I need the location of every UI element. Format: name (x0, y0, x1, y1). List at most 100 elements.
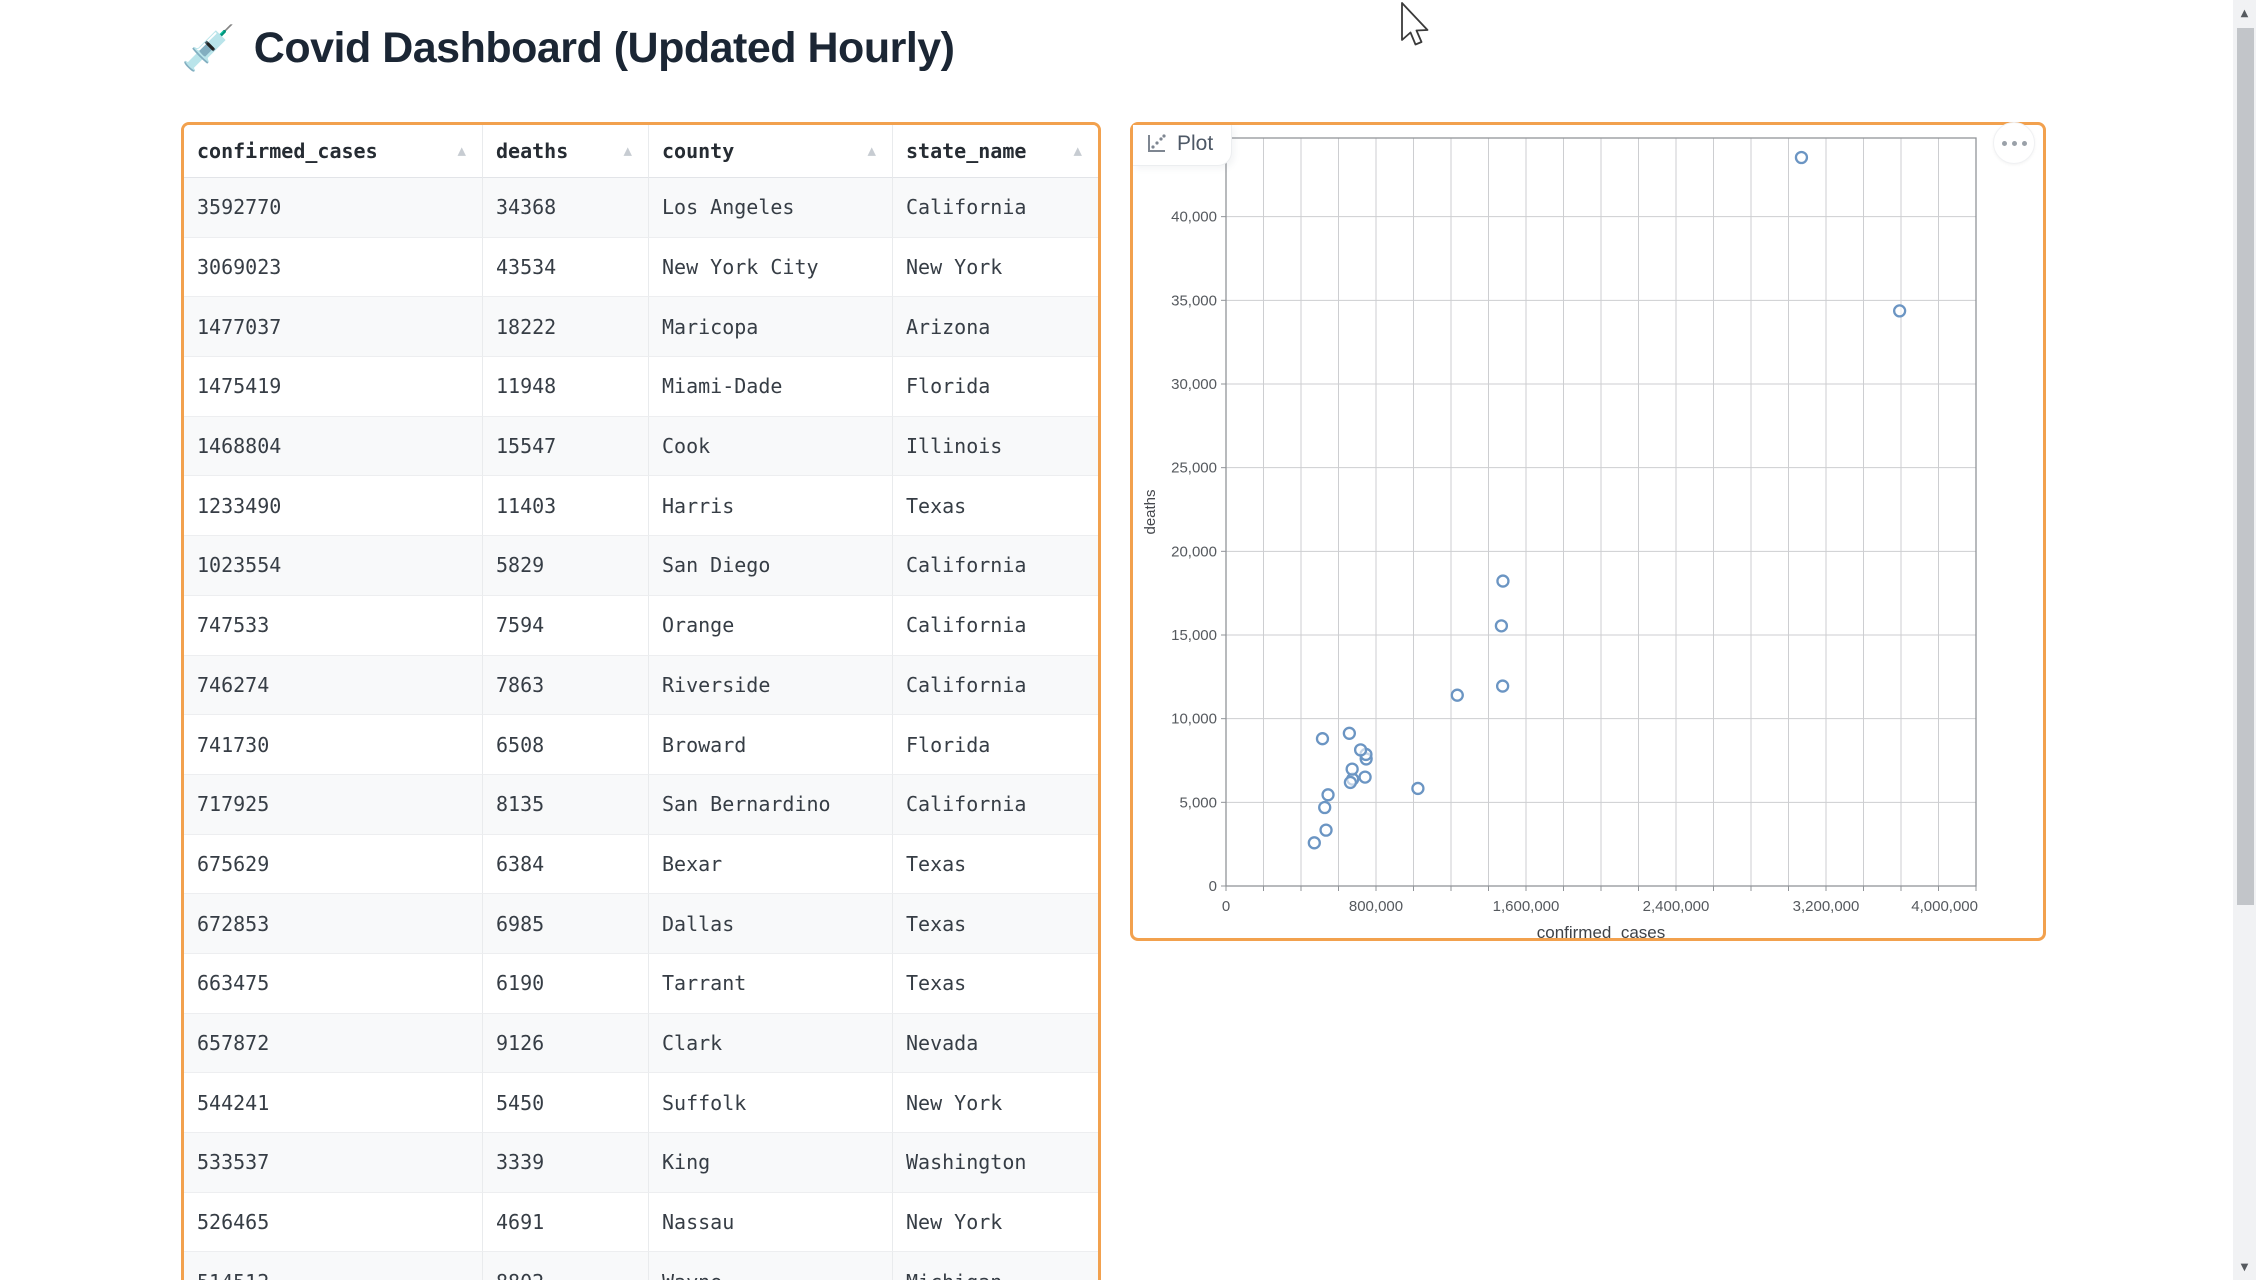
plot-type-badge: Plot (1133, 125, 1233, 166)
table-cell: Broward (649, 714, 893, 774)
table-row: 663475 6190 Tarrant Texas (184, 952, 1098, 1013)
table-cell: California (893, 594, 1098, 655)
table-cell: San Diego (649, 535, 893, 595)
ellipsis-icon (2001, 140, 2007, 146)
column-header-county[interactable]: county ▲ (649, 125, 893, 178)
table-cell: 6508 (483, 714, 649, 774)
table-cell: Riverside (649, 654, 893, 715)
table-cell: 1475419 (184, 356, 483, 416)
table-cell: 3339 (483, 1132, 649, 1192)
table-cell: 1233490 (184, 475, 483, 536)
table-cell: King (649, 1132, 893, 1192)
ellipsis-icon (2011, 140, 2017, 146)
scrollbar-down-icon[interactable]: ▼ (2240, 1261, 2249, 1273)
table-cell: 4691 (483, 1191, 649, 1252)
svg-text:5,000: 5,000 (1179, 794, 1217, 811)
table-row: 1477037 18222 Maricopa Arizona (184, 296, 1098, 357)
table-cell: 741730 (184, 714, 483, 774)
sort-asc-icon[interactable]: ▲ (623, 144, 632, 158)
table-cell: San Bernardino (649, 773, 893, 834)
table-cell: 717925 (184, 773, 483, 834)
sort-asc-icon[interactable]: ▲ (867, 144, 876, 158)
svg-text:30,000: 30,000 (1171, 376, 1217, 393)
table-cell: 3069023 (184, 236, 483, 297)
table-cell: 1468804 (184, 415, 483, 476)
ellipsis-icon (2021, 140, 2027, 146)
plot-menu-button[interactable] (1993, 122, 2035, 164)
table-cell: Nevada (893, 1012, 1098, 1073)
table-header-row: confirmed_cases ▲ deaths ▲ county ▲ stat… (184, 125, 1098, 178)
svg-text:20,000: 20,000 (1171, 543, 1217, 560)
table-row: 1475419 11948 Miami-Dade Florida (184, 356, 1098, 416)
table-row: 672853 6985 Dallas Texas (184, 893, 1098, 953)
table-cell: Florida (893, 714, 1098, 774)
scatter-plot: 0 800,000 1,600,000 2,400,000 3,200,000 4,000… (1142, 137, 1978, 938)
table-cell: 15547 (483, 415, 649, 476)
scrollbar-thumb[interactable] (2237, 28, 2254, 905)
svg-text:3,200,000: 3,200,000 (1793, 898, 1860, 915)
column-header-state-name[interactable]: state_name ▲ (893, 125, 1098, 178)
table-cell: 663475 (184, 952, 483, 1013)
column-header-label: state_name (906, 139, 1027, 163)
plot-panel: 0 800,000 1,600,000 2,400,000 3,200,000 4,000… (1130, 122, 2046, 941)
table-cell: 9126 (483, 1012, 649, 1073)
table-cell: 672853 (184, 893, 483, 953)
sort-asc-icon[interactable]: ▲ (1073, 144, 1082, 158)
svg-text:25,000: 25,000 (1171, 460, 1217, 477)
table-cell: 5450 (483, 1072, 649, 1132)
table-cell: Illinois (893, 415, 1098, 476)
table-cell: 11403 (483, 475, 649, 536)
svg-text:4,000,000: 4,000,000 (1911, 898, 1978, 915)
table-cell: Texas (893, 893, 1098, 953)
table-cell: 657872 (184, 1012, 483, 1073)
table-cell: Cook (649, 415, 893, 476)
scatter-chart-icon (1148, 134, 1166, 152)
table-cell: 7863 (483, 654, 649, 715)
page-header: 💉 Covid Dashboard (Updated Hourly) (181, 24, 955, 73)
table-row: 1233490 11403 Harris Texas (184, 475, 1098, 536)
svg-text:deaths: deaths (1142, 489, 1159, 534)
table-cell: Texas (893, 833, 1098, 894)
table-cell: 3592770 (184, 178, 483, 237)
table-cell: Los Angeles (649, 178, 893, 237)
table-cell: Harris (649, 475, 893, 536)
table-cell: 8135 (483, 773, 649, 834)
sort-asc-icon[interactable]: ▲ (457, 144, 466, 158)
column-header-label: deaths (496, 139, 569, 163)
table-cell: 526465 (184, 1191, 483, 1252)
table-cell: California (906, 195, 1027, 220)
table-cell: 18222 (483, 296, 649, 357)
table-row: 526465 4691 Nassau New York (184, 1191, 1098, 1252)
column-header-label: confirmed_cases (197, 139, 378, 163)
column-header-confirmed-cases[interactable]: confirmed_cases ▲ (184, 125, 483, 178)
table-cell: California (893, 773, 1098, 834)
table-cell: Orange (649, 594, 893, 655)
table-cell: Arizona (893, 296, 1098, 356)
table-cell: 5829 (483, 535, 649, 595)
page-title: Covid Dashboard (Updated Hourly) (253, 24, 955, 72)
table-cell: California (893, 535, 1098, 595)
svg-text:15,000: 15,000 (1171, 627, 1217, 644)
column-header-deaths[interactable]: deaths ▲ (483, 125, 649, 178)
table-cell: Wayne (649, 1251, 893, 1280)
table-cell: 1023554 (184, 535, 483, 595)
vertical-scrollbar[interactable]: ▲ ▼ (2233, 0, 2256, 1280)
table-cell: 6384 (483, 833, 649, 894)
table-cell: 747533 (184, 594, 483, 655)
table-cell: Florida (893, 356, 1098, 416)
table-cell: 34368 (483, 178, 649, 237)
table-row: 1023554 5829 San Diego California (184, 535, 1098, 595)
table-cell: 11948 (483, 356, 649, 416)
table-cell: Nassau (649, 1191, 893, 1252)
mouse-cursor-icon (1401, 2, 1429, 46)
table-cell: 6190 (483, 952, 649, 1013)
svg-text:confirmed_cases: confirmed_cases (1537, 923, 1666, 938)
table-cell: 6985 (483, 893, 649, 953)
syringe-icon: 💉 (181, 23, 236, 73)
table-cell: California (893, 654, 1098, 715)
scrollbar-up-icon[interactable]: ▲ (2240, 7, 2249, 19)
column-header-label: county (662, 139, 735, 163)
svg-text:40,000: 40,000 (1171, 209, 1217, 226)
table-cell: Maricopa (649, 296, 893, 357)
